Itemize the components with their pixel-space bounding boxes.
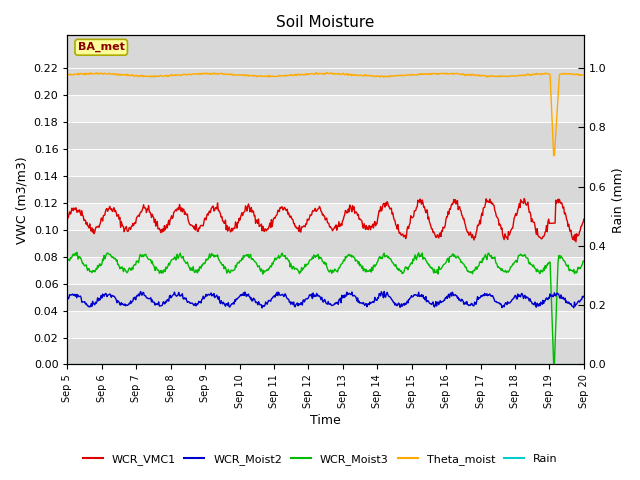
Bar — [67, 149, 584, 176]
Y-axis label: Rain (mm): Rain (mm) — [612, 167, 625, 233]
Bar — [67, 311, 584, 337]
Text: BA_met: BA_met — [78, 42, 125, 52]
Bar — [67, 95, 584, 122]
Bar — [67, 68, 584, 95]
Bar — [67, 36, 584, 68]
Bar — [67, 257, 584, 284]
Bar — [67, 203, 584, 230]
Bar — [67, 337, 584, 364]
Bar — [67, 284, 584, 311]
X-axis label: Time: Time — [310, 414, 341, 427]
Title: Soil Moisture: Soil Moisture — [276, 15, 375, 30]
Y-axis label: VWC (m3/m3): VWC (m3/m3) — [15, 156, 28, 244]
Bar — [67, 230, 584, 257]
Bar — [67, 122, 584, 149]
Legend: WCR_VMC1, WCR_Moist2, WCR_Moist3, Theta_moist, Rain: WCR_VMC1, WCR_Moist2, WCR_Moist3, Theta_… — [78, 450, 562, 469]
Bar — [67, 176, 584, 203]
